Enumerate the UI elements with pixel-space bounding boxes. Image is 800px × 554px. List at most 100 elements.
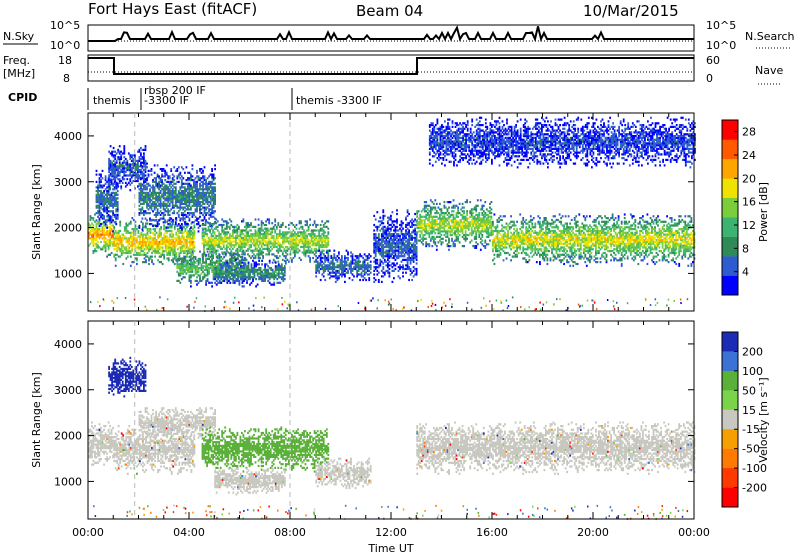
echo-cell [112, 210, 114, 212]
echo-cell [214, 177, 216, 179]
echo-cell [196, 280, 198, 282]
echo-cell [244, 226, 246, 228]
echo-cell [102, 218, 104, 220]
echo-cell [110, 184, 112, 186]
echo-cell [148, 263, 150, 265]
echo-cell [130, 265, 132, 267]
echo-cell [321, 220, 323, 222]
echo-cell [172, 239, 174, 241]
echo-cell [233, 244, 235, 246]
echo-cell [302, 226, 304, 228]
echo-cell [222, 265, 224, 267]
echo-cell [395, 248, 397, 250]
nsky-label: N.Sky [3, 30, 35, 43]
echo-cell [108, 158, 110, 160]
echo-cell [370, 255, 372, 257]
echo-cell [93, 228, 95, 230]
echo-cell [163, 175, 165, 177]
echo-cell [277, 240, 279, 242]
echo-cell [204, 183, 206, 185]
echo-cell [198, 175, 200, 177]
echo-cell [93, 219, 95, 221]
echo-cell [317, 224, 319, 226]
echo-cell [258, 263, 260, 265]
echo-cell [115, 257, 117, 259]
echo-cell [315, 229, 317, 231]
echo-cell [203, 253, 205, 255]
echo-cell [167, 227, 169, 229]
echo-cell [157, 208, 159, 210]
echo-cell [375, 279, 377, 281]
echo-cell [145, 160, 147, 162]
echo-cell [358, 270, 360, 272]
echo-cell [122, 171, 124, 173]
echo-cell [373, 281, 375, 283]
echo-cell [178, 210, 180, 212]
echo-cell [287, 253, 289, 255]
echo-cell [149, 188, 151, 190]
echo-cell [187, 223, 189, 225]
nave-tick-bottom: 0 [706, 72, 713, 85]
echo-cell [214, 210, 216, 212]
echo-cell [102, 214, 104, 216]
echo-cell [204, 192, 206, 194]
echo-cell [163, 257, 165, 259]
echo-cell [214, 199, 216, 201]
echo-cell [145, 225, 147, 227]
echo-cell [408, 213, 410, 215]
echo-cell [154, 172, 156, 174]
echo-cell [305, 231, 307, 233]
echo-cell [204, 175, 206, 177]
echo-cell [335, 275, 337, 277]
echo-cell [324, 231, 326, 233]
echo-cell [204, 276, 206, 278]
echo-cell [396, 218, 398, 220]
echo-cell [408, 279, 410, 281]
echo-cell [97, 241, 99, 243]
echo-cell [382, 275, 384, 277]
echo-cell [255, 278, 257, 280]
echo-cell [204, 188, 206, 190]
echo-cell [214, 228, 216, 230]
echo-cell [128, 152, 130, 154]
echo-cell [305, 224, 307, 226]
echo-cell [413, 275, 415, 277]
echo-cell [184, 256, 186, 258]
echo-cell [194, 224, 196, 226]
echo-cell [375, 226, 377, 228]
echo-cell [143, 169, 145, 171]
echo-cell [223, 276, 225, 278]
echo-cell [405, 244, 407, 246]
echo-cell [258, 224, 260, 226]
echo-cell [119, 182, 121, 184]
echo-cell [143, 196, 145, 198]
echo-cell [145, 174, 147, 176]
nsearch-label: N.Search [745, 30, 795, 43]
echo-cell [378, 279, 380, 281]
echo-cell [152, 225, 154, 227]
echo-cell [245, 271, 247, 273]
echo-cell [284, 278, 286, 280]
echo-cell [416, 246, 418, 248]
echo-cell [207, 251, 209, 253]
echo-cell [214, 231, 216, 233]
echo-cell [220, 263, 222, 265]
echo-cell [131, 176, 133, 178]
echo-cell [405, 264, 407, 266]
echo-cell [282, 259, 284, 261]
echo-cell [179, 282, 181, 284]
echo-cell [133, 228, 135, 230]
echo-cell [233, 240, 235, 242]
echo-cell [183, 246, 185, 248]
echo-cell [91, 223, 93, 225]
echo-cell [205, 260, 207, 262]
echo-cell [93, 217, 95, 219]
echo-cell [315, 275, 317, 277]
echo-cell [413, 259, 415, 261]
echo-cell [142, 175, 144, 177]
echo-cell [183, 232, 185, 234]
echo-cell [248, 262, 250, 264]
echo-cell [184, 172, 186, 174]
cpid-label: CPID [8, 91, 37, 104]
echo-cell [314, 253, 316, 255]
